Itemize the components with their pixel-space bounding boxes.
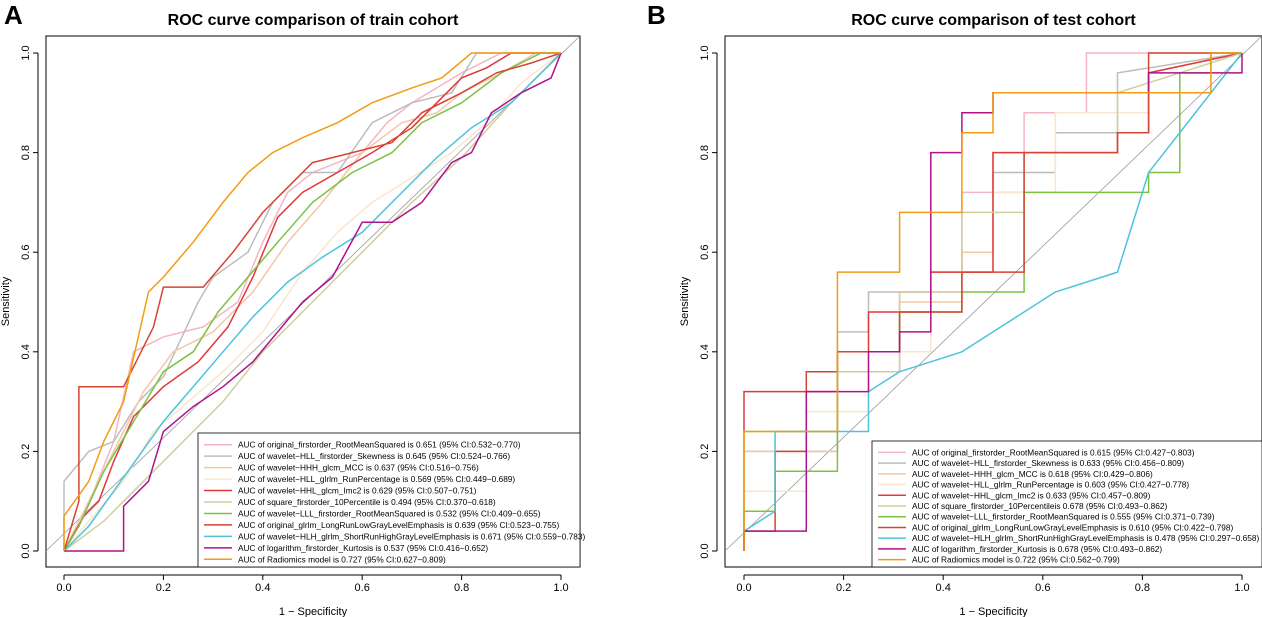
legend-entry: AUC of wavelet−HHH_glcm_MCC is 0.637 (95…: [238, 463, 479, 473]
legend-entry: AUC of wavelet−HHL_glcm_Imc2 is 0.633 (9…: [912, 490, 1151, 500]
panel-b: B ROC curve comparison of test cohort 0.0…: [631, 0, 1262, 617]
legend-entry: AUC of wavelet−HLH_glrlm_ShortRunHighGra…: [912, 533, 1259, 543]
legend-entry: AUC of wavelet−HLL_glrlm_RunPercentage i…: [912, 480, 1189, 490]
x-axis-label: 1 − Specificity: [279, 606, 348, 617]
legend-entry: AUC of wavelet−LLL_firstorder_RootMeanSq…: [238, 508, 541, 518]
legend-entry: AUC of wavelet−HLL_firstorder_Skewness i…: [912, 458, 1184, 468]
roc-series-line: [63, 52, 561, 552]
x-tick-label: 0.4: [255, 582, 270, 594]
roc-series-line: [63, 52, 562, 552]
x-tick-label: 0.6: [1035, 582, 1050, 594]
x-tick-label: 0.0: [736, 582, 751, 594]
y-tick-label: 0.4: [20, 344, 32, 359]
x-tick-label: 1.0: [553, 582, 568, 594]
legend-entry: AUC of wavelet−HHL_glcm_Imc2 is 0.629 (9…: [238, 486, 477, 496]
x-tick-label: 0.6: [355, 582, 370, 594]
roc-series-line: [63, 52, 561, 552]
x-axis-label: 1 − Specificity: [959, 606, 1028, 617]
legend-entry: AUC of square_firstorder_10Percentileis …: [912, 501, 1168, 511]
legend-entry: AUC of original_glrlm_LongRunLowGrayLeve…: [912, 522, 1233, 532]
y-tick-label: 0.0: [699, 543, 711, 558]
y-tick-label: 0.6: [20, 245, 32, 260]
legend-entry: AUC of square_firstorder_10Percentile is…: [238, 497, 496, 507]
x-tick-label: 0.4: [936, 582, 951, 594]
legend-entry: AUC of wavelet−HLL_glrlm_RunPercentage i…: [238, 474, 515, 484]
legend-entry: AUC of Radiomics model is 0.722 (95% CI:…: [912, 555, 1120, 565]
x-tick-label: 0.8: [454, 582, 469, 594]
legend-entry: AUC of Radiomics model is 0.727 (95% CI:…: [238, 554, 446, 564]
y-tick-label: 0.2: [699, 444, 711, 459]
roc-series-line: [63, 52, 562, 552]
roc-series-line: [63, 52, 562, 552]
x-tick-label: 1.0: [1234, 582, 1249, 594]
y-axis-label: Sensitivity: [679, 276, 691, 326]
legend-box: [197, 432, 581, 568]
legend-entry: AUC of logarithm_firstorder_Kurtosis is …: [238, 543, 488, 553]
panel-letter: B: [647, 0, 666, 30]
legend-entry: AUC of original_glrlm_LongRunLowGrayLeve…: [238, 520, 559, 530]
legend-entry: AUC of wavelet−HHH_glcm_MCC is 0.618 (95…: [912, 469, 1153, 479]
x-tick-label: 0.2: [156, 582, 171, 594]
panel-a: A ROC curve comparison of train cohort 0.…: [0, 0, 585, 617]
roc-series-line: [63, 52, 561, 551]
legend-entry: AUC of wavelet−HLH_glrlm_ShortRunHighGra…: [238, 531, 585, 541]
legend-entry: AUC of wavelet−LLL_firstorder_RootMeanSq…: [912, 512, 1215, 522]
legend-entry: AUC of logarithm_firstorder_Kurtosis is …: [912, 544, 1162, 554]
legend-entry: AUC of original_firstorder_RootMeanSquar…: [912, 447, 1195, 457]
y-tick-label: 1.0: [699, 45, 711, 60]
y-axis-label: Sensitivity: [0, 276, 12, 326]
y-tick-label: 0.4: [699, 344, 711, 359]
roc-chart-train: ROC curve comparison of train cohort 0.0 0…: [0, 12, 585, 617]
reference-diagonal: [725, 36, 1262, 552]
y-tick-label: 0.8: [20, 145, 32, 160]
roc-chart-test: ROC curve comparison of test cohort 0.0 0.…: [679, 12, 1262, 617]
chart-title: ROC curve comparison of train cohort: [168, 12, 459, 29]
x-tick-label: 0.0: [56, 582, 71, 594]
x-tick-label: 0.2: [836, 582, 851, 594]
y-tick-label: 0.0: [20, 543, 32, 558]
y-tick-label: 0.2: [20, 444, 32, 459]
y-tick-label: 1.0: [20, 45, 32, 60]
roc-series-line: [63, 52, 561, 552]
roc-series-line: [64, 52, 562, 552]
legend-entry: AUC of wavelet−HLL_firstorder_Skewness i…: [238, 451, 510, 461]
panel-letter: A: [4, 0, 23, 30]
legend-box: [871, 440, 1262, 568]
y-tick-label: 0.6: [699, 245, 711, 260]
y-tick-label: 0.8: [699, 145, 711, 160]
roc-series-line: [743, 52, 1242, 551]
chart-title: ROC curve comparison of test cohort: [851, 12, 1136, 29]
legend-entry: AUC of original_firstorder_RootMeanSquar…: [238, 440, 521, 450]
x-tick-label: 0.8: [1135, 582, 1150, 594]
roc-series-line: [63, 52, 561, 552]
